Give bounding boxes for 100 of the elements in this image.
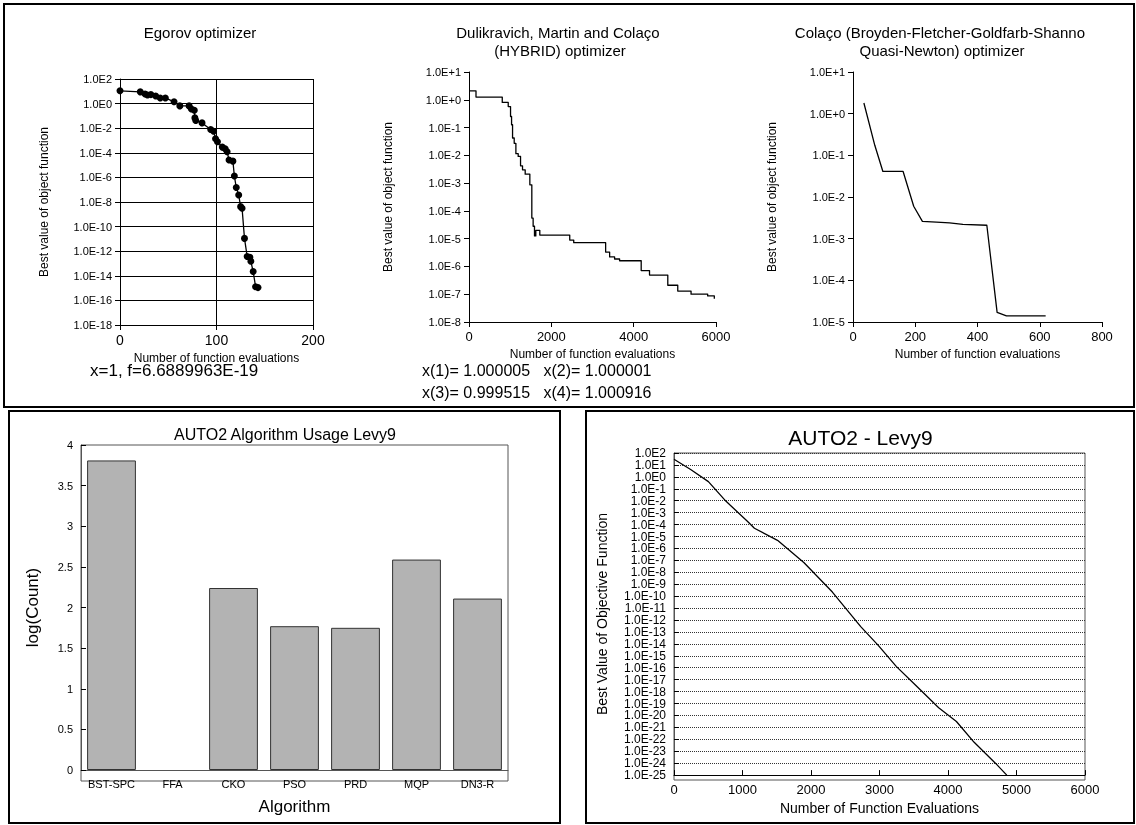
y-tick-label: 1.0E+1 [425, 66, 461, 78]
y-tick-label: 1.0E-10 [623, 589, 667, 604]
chart-title: Egorov optimizer [143, 23, 257, 41]
text: x(3)= 0.999515 x(4)= 1.000916 [422, 383, 652, 401]
y-tick-label: 1.0E-21 [623, 720, 667, 735]
y-tick-label: 1.0E-6 [428, 260, 461, 273]
x-tick-label: 5000 [1002, 782, 1031, 798]
y-tick-label: 3.5 [57, 479, 73, 492]
x-tick-label: 0 [465, 329, 473, 344]
x-tick-label: BST-SPC [87, 777, 136, 790]
y-tick-label: 1.0E-24 [623, 756, 667, 771]
y-tick-label: 1.0E+0 [809, 107, 845, 120]
x-axis-title: Number of function evaluations [509, 346, 676, 361]
y-tick-label: 1.5 [57, 642, 73, 655]
y-tick-label: 1.0E-20 [623, 708, 667, 723]
y-tick-label: 1.0E-22 [623, 732, 667, 747]
y-tick-label: 1.0E-23 [623, 744, 667, 759]
x-tick-label: MQP [403, 777, 430, 790]
y-tick-label: 1.0E-5 [428, 232, 461, 245]
y-tick-label: 1.0E-5 [630, 529, 667, 544]
y-tick-label: 1.0E-3 [428, 177, 461, 190]
x-tick-label: 800 [1091, 329, 1113, 344]
chart-title: AUTO2 Algorithm Usage Levy9 [173, 426, 397, 443]
chart-title: Colaço (Broyden-Fletcher-Goldfarb-Shanno Quasi-Newton) optimizer [794, 23, 1090, 59]
y-tick-label: 2.5 [57, 560, 73, 573]
y-tick-label: 1.0E-16 [73, 294, 112, 307]
y-tick-label: 1.0E-19 [623, 696, 667, 711]
y-tick-label: 1.0E-10 [73, 220, 112, 233]
x-tick-label: 200 [301, 332, 325, 348]
x-tick-label: DN3-R [460, 777, 495, 790]
y-tick-label: 1.0E-16 [623, 660, 667, 675]
x-tick-label: 2000 [536, 329, 566, 344]
x-tick-label: 600 [1028, 329, 1051, 344]
y-tick-label: 1.0E-3 [812, 232, 845, 245]
x-tick-label: CKO [221, 777, 246, 790]
y-tick-label: 1.0E+1 [809, 66, 845, 78]
y-tick-label: 1.0E-18 [623, 684, 667, 699]
x-tick-label: 4000 [933, 782, 963, 798]
x-tick-label: 0 [670, 782, 678, 798]
chart-title: Dulikravich, Martin and Colaço (HYBRID) optimizer [456, 23, 664, 59]
y-tick-label: 1.0E-1 [428, 121, 461, 134]
x-axis-title: Number of function evaluations [894, 346, 1061, 361]
y-tick-label: 1.0E-3 [630, 505, 667, 520]
y-axis-title: Best value of object function [765, 121, 779, 273]
y-tick-label: 1.0E-15 [623, 648, 667, 663]
y-axis-title: log(Count) [23, 567, 42, 648]
y-tick-label: 1.0E-12 [73, 245, 112, 258]
x-tick-label: 6000 [701, 329, 731, 344]
y-tick-label: 0 [66, 764, 73, 776]
y-tick-label: 1.0E-7 [630, 553, 667, 568]
y-axis-title: Best value of object function [37, 126, 51, 278]
text: x(1)= 1.000005 x(2)= 1.000001 [422, 361, 652, 379]
y-tick-label: 1.0E-8 [630, 565, 667, 580]
x-tick-label: 200 [904, 329, 927, 344]
x-tick-label: 6000 [1070, 782, 1100, 798]
x-tick-label: 2000 [796, 782, 826, 798]
y-tick-label: 1.0E1 [634, 457, 667, 472]
y-tick-label: 1.0E-18 [73, 319, 112, 331]
y-tick-label: 1.0E-2 [630, 493, 667, 508]
x-axis-title: Algorithm [258, 797, 331, 816]
y-tick-label: 1.0E+0 [425, 93, 461, 106]
y-tick-label: 4 [66, 439, 73, 451]
y-tick-label: 1.0E-25 [623, 768, 667, 783]
x-tick-label: 1000 [728, 782, 757, 798]
x-tick-label: 3000 [865, 782, 894, 798]
y-axis-title: Best value of object function [381, 121, 395, 273]
y-tick-label: 2 [66, 601, 73, 614]
y-tick-label: 0.5 [57, 723, 73, 736]
y-tick-label: 1.0E-1 [812, 149, 845, 162]
y-tick-label: 1.0E-14 [73, 269, 112, 282]
y-tick-label: 1.0E-2 [812, 191, 845, 203]
x-tick-label: FFA [162, 777, 184, 790]
y-tick-label: 1.0E-8 [79, 196, 112, 208]
y-tick-label: 1.0E-7 [428, 288, 461, 301]
x-tick-label: 100 [204, 332, 229, 348]
y-tick-label: 1.0E-9 [630, 577, 667, 592]
x-tick-label: 400 [966, 329, 989, 344]
y-tick-label: 1.0E-2 [428, 149, 461, 162]
y-tick-label: 1.0E-6 [79, 171, 112, 184]
y-tick-label: 1.0E0 [634, 469, 667, 484]
y-tick-label: 1.0E-17 [623, 672, 667, 687]
y-tick-label: 1.0E-2 [79, 122, 112, 135]
y-tick-label: 3 [66, 520, 73, 533]
x-tick-label: 4000 [619, 329, 649, 344]
y-tick-label: 1.0E2 [634, 446, 667, 460]
y-tick-label: 1.0E-4 [428, 204, 461, 217]
y-tick-label: 1.0E-11 [624, 601, 667, 616]
x-tick-label: 0 [849, 329, 857, 344]
y-tick-label: 1.0E-4 [79, 146, 112, 159]
y-tick-label: 1.0E-14 [623, 636, 667, 651]
y-tick-label: 1.0E2 [83, 73, 112, 85]
x-tick-label: PSO [282, 777, 307, 790]
y-tick-label: 1.0E-4 [630, 517, 667, 532]
y-tick-label: 1.0E-6 [630, 541, 667, 556]
y-axis-title: Best Value of Objective Function [594, 513, 610, 716]
y-tick-label: 1.0E-1 [630, 481, 667, 496]
y-tick-label: 1.0E-8 [428, 316, 461, 328]
y-tick-label: 1.0E-4 [812, 274, 845, 287]
y-tick-label: 1 [66, 682, 73, 695]
chart-title: AUTO2 - Levy9 [788, 425, 933, 449]
